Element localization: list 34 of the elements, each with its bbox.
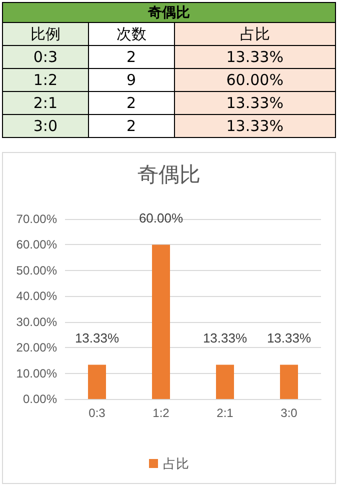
text: 2	[126, 94, 136, 112]
text: 2	[126, 117, 136, 135]
chart-title: 奇偶比	[138, 162, 200, 186]
y-tick-label: 60.00%	[16, 238, 58, 252]
x-tick-label: 1:2	[152, 406, 170, 420]
text: 比例	[2, 22, 88, 46]
text: 13.33%	[226, 117, 284, 135]
text: 13.33%	[226, 48, 284, 66]
y-tick-label: 70.00%	[16, 212, 58, 226]
text: 2	[126, 48, 136, 66]
y-tick-label: 20.00%	[16, 340, 58, 355]
data-label: 60.00%	[138, 210, 184, 226]
category-label: 占比	[174, 22, 336, 46]
data-label: 13.33%	[266, 330, 312, 346]
legend-label: 占比	[163, 456, 189, 471]
y-tick-label: 40.00%	[16, 289, 58, 304]
text: 13.33%	[226, 94, 284, 112]
category-label: 3:0	[33, 117, 58, 135]
data-label: 13.33%	[74, 330, 120, 346]
y-tick-label: 10.00%	[16, 366, 58, 380]
text: 奇偶比	[2, 2, 336, 22]
x-tick-label: 2:1	[216, 406, 234, 420]
category-label: 1:2	[33, 71, 58, 89]
x-tick-label: 3:0	[280, 406, 298, 420]
text: 60.00%	[226, 71, 284, 89]
text: 9	[126, 71, 136, 89]
category-label: 0:3	[33, 48, 58, 66]
category-label: 次数	[88, 22, 174, 46]
y-tick-label: 0.00%	[22, 392, 58, 406]
y-tick-label: 50.00%	[16, 263, 58, 278]
category-label: 2:1	[33, 94, 58, 112]
y-tick-label: 30.00%	[16, 314, 58, 329]
data-label: 13.33%	[202, 330, 248, 346]
x-tick-label: 0:3	[88, 406, 106, 420]
